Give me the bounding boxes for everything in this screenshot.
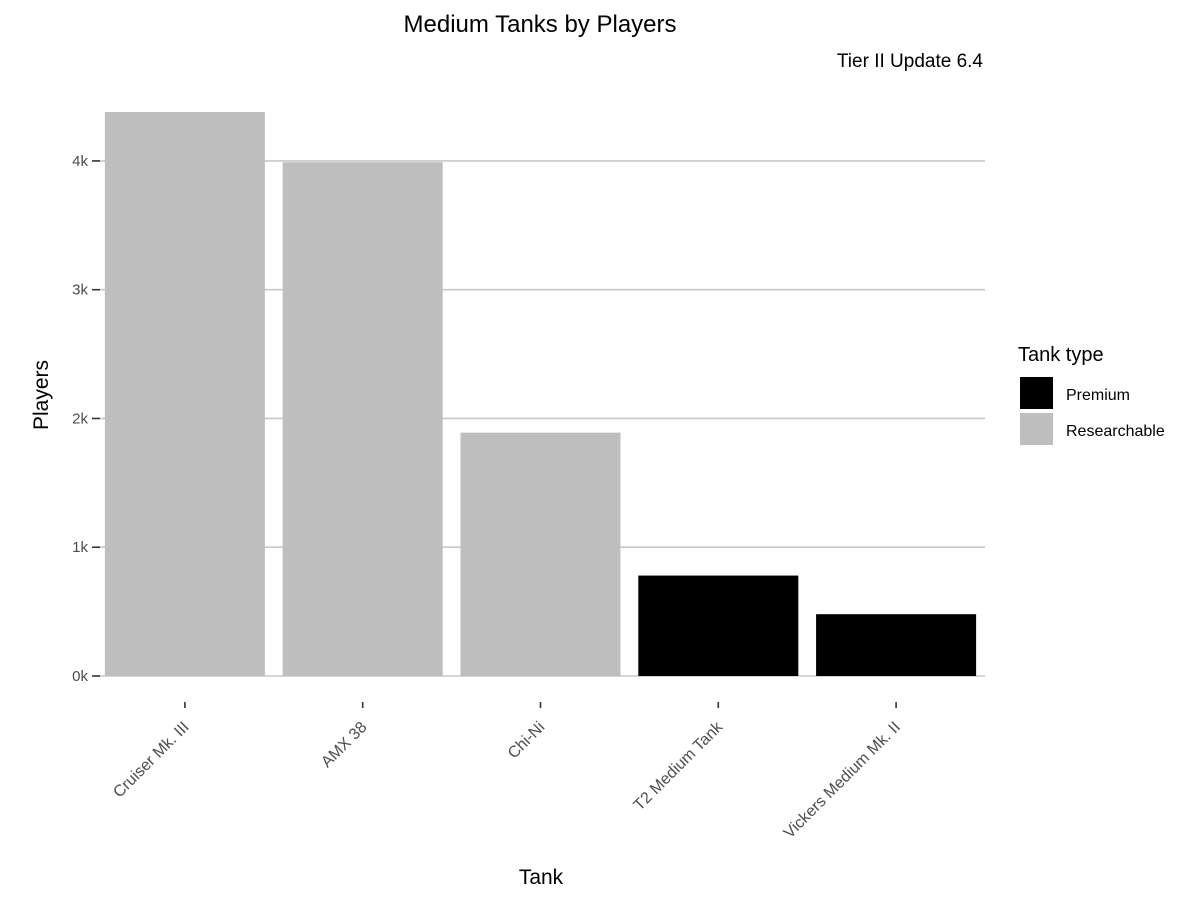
y-axis-title: Players bbox=[30, 360, 53, 430]
bar bbox=[638, 575, 799, 676]
x-tick-label: Chi-Ni bbox=[505, 719, 548, 762]
bars bbox=[104, 112, 977, 676]
bar bbox=[282, 162, 443, 676]
x-tick-label: AMX 38 bbox=[318, 719, 370, 771]
y-tick-label: 0k bbox=[72, 668, 88, 685]
legend-swatch-researchable bbox=[1020, 413, 1053, 445]
x-axis: Cruiser Mk. III AMX 38 Chi-Ni T2 Medium Tan… bbox=[110, 702, 904, 842]
legend: Tank type Premium Researchable bbox=[1018, 344, 1165, 445]
chart-subtitle: Tier II Update 6.4 bbox=[837, 51, 984, 72]
x-tick-label: Cruiser Mk. III bbox=[110, 719, 192, 801]
legend-label-premium: Premium bbox=[1066, 387, 1130, 404]
legend-title: Tank type bbox=[1018, 344, 1104, 366]
y-tick-label: 3k bbox=[72, 282, 88, 299]
y-tick-label: 1k bbox=[72, 539, 88, 556]
x-tick-label: T2 Medium Tank bbox=[631, 718, 727, 814]
legend-swatch-premium bbox=[1020, 377, 1053, 409]
chart-title: Medium Tanks by Players bbox=[404, 11, 677, 38]
bar bbox=[816, 614, 977, 676]
y-tick-label: 2k bbox=[72, 410, 88, 427]
x-axis-title: Tank bbox=[519, 866, 564, 889]
bar bbox=[460, 432, 621, 676]
y-axis: 0k 1k 2k 3k 4k bbox=[72, 153, 100, 685]
legend-label-researchable: Researchable bbox=[1066, 423, 1165, 440]
x-tick-label: Vickers Medium Mk. II bbox=[781, 719, 904, 842]
bar bbox=[104, 112, 265, 676]
y-tick-label: 4k bbox=[72, 153, 88, 170]
